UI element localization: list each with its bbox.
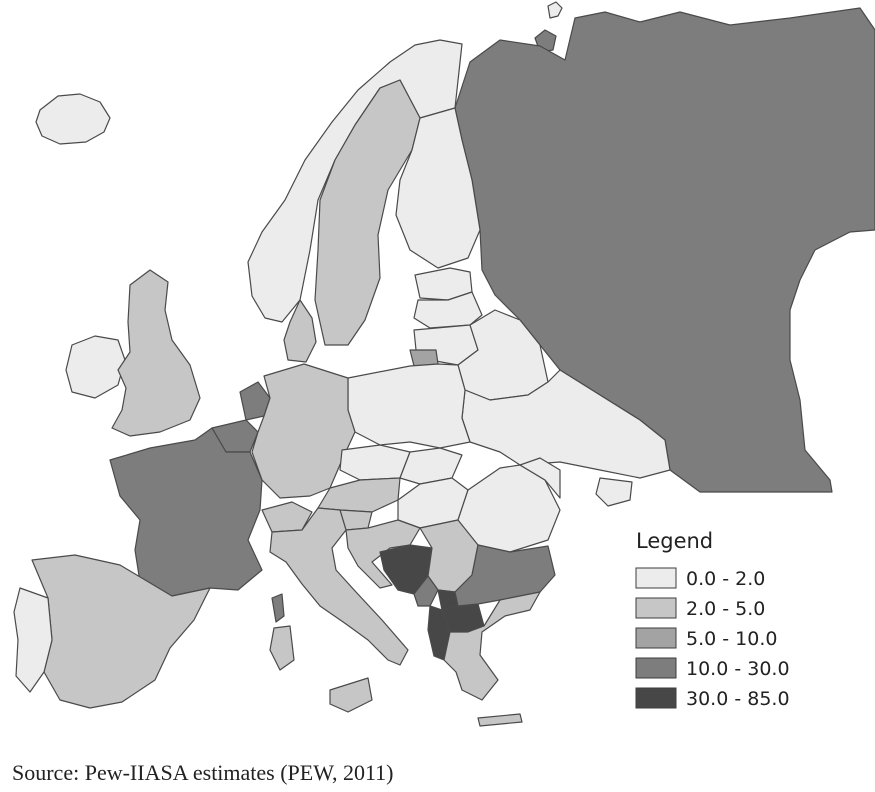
legend-label: 0.0 - 2.0	[686, 568, 765, 590]
region-ukraine	[461, 369, 671, 479]
region-czech-republic	[339, 444, 411, 481]
legend-item: 2.0 - 5.0	[635, 597, 765, 620]
legend-swatch	[635, 627, 677, 649]
region-kaliningrad	[409, 349, 439, 367]
region-ireland	[65, 335, 126, 399]
legend-item: 5.0 - 10.0	[635, 627, 777, 650]
country-layer	[13, 1, 875, 727]
region-portugal	[13, 587, 53, 693]
region-corsica	[271, 593, 285, 623]
europe-map: Legend 0.0 - 2.0 2.0 - 5.0 5.0 - 10.0 10…	[13, 1, 875, 727]
region-switzerland	[261, 501, 313, 533]
region-svalbard	[547, 1, 563, 19]
legend-label: 30.0 - 85.0	[686, 688, 790, 710]
region-latvia	[413, 291, 483, 329]
legend-title: Legend	[636, 529, 713, 553]
region-montenegro	[413, 575, 439, 607]
legend-swatch	[635, 567, 677, 589]
legend-swatch	[635, 597, 677, 619]
legend: Legend 0.0 - 2.0 2.0 - 5.0 5.0 - 10.0 10…	[635, 529, 790, 710]
region-united-kingdom	[111, 269, 201, 437]
legend-item: 10.0 - 30.0	[635, 657, 790, 680]
region-finland	[395, 107, 481, 269]
legend-items: 0.0 - 2.0 2.0 - 5.0 5.0 - 10.0 10.0 - 30…	[635, 567, 790, 710]
region-poland	[347, 363, 471, 449]
region-iceland	[35, 93, 111, 145]
region-italy	[269, 507, 409, 666]
region-denmark	[283, 299, 317, 363]
region-moldova	[519, 457, 561, 499]
region-germany	[251, 363, 356, 499]
region-sweden	[314, 79, 421, 346]
region-greece	[443, 591, 541, 701]
region-sicily	[329, 677, 373, 713]
region-crete	[477, 713, 523, 727]
legend-swatch	[635, 657, 677, 679]
map-canvas: Legend 0.0 - 2.0 2.0 - 5.0 5.0 - 10.0 10…	[13, 1, 875, 727]
legend-item: 0.0 - 2.0	[635, 567, 765, 590]
legend-label: 2.0 - 5.0	[686, 598, 765, 620]
legend-label: 5.0 - 10.0	[686, 628, 777, 650]
source-caption: Source: Pew-IIASA estimates (PEW, 2011)	[12, 760, 394, 785]
region-crimea	[595, 477, 633, 507]
legend-item: 30.0 - 85.0	[635, 687, 790, 710]
region-france	[109, 427, 263, 597]
region-sardinia	[269, 625, 295, 671]
legend-swatch	[635, 687, 677, 709]
legend-label: 10.0 - 30.0	[686, 658, 790, 680]
